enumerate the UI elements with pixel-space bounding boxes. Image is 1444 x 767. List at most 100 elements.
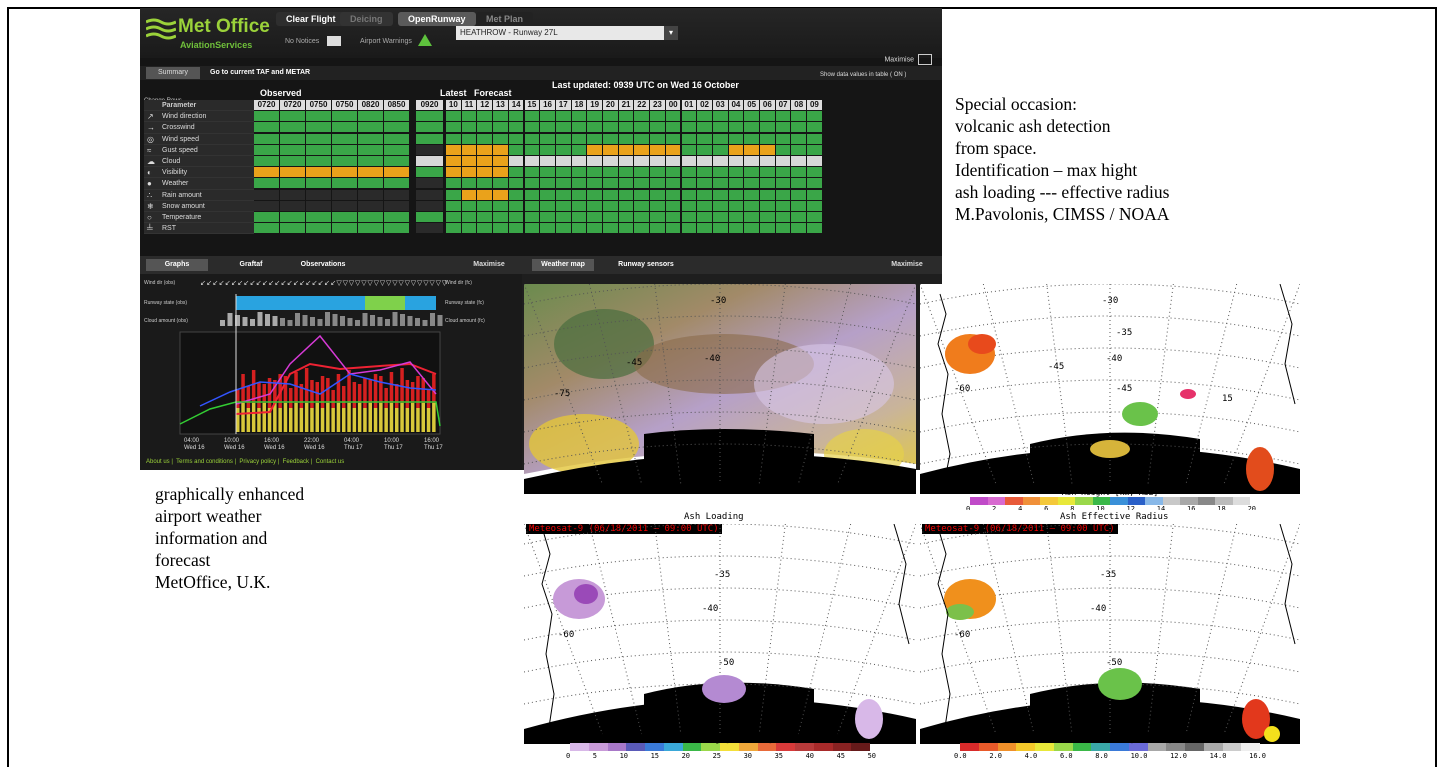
- parameter-row[interactable]: ↗ Wind direction: [144, 111, 254, 123]
- colorbar-segment: [1072, 743, 1092, 751]
- forecast-cell: [618, 189, 634, 200]
- forecast-cell: [446, 144, 461, 155]
- wind-arrows: ↙ ↙ ↙ ↙ ↙ ↙ ↙ ↙ ↙ ↙ ↙ ↙ ↙ ↙ ↙ ↙ ↙ ↙ ↙ ↙ ↙ ↙ ▽ ▽ ▽ ▽ ▽ ▽ ▽ ▽ ▽ ▽ ▽ ▽ ▽ ▽ ▽ ▽ ▽ ▽: [200, 280, 448, 287]
- tab-observations[interactable]: Observations: [300, 261, 346, 268]
- forecast-cell: [681, 156, 697, 166]
- tab-deicing[interactable]: Deicing: [340, 12, 393, 26]
- tab-openrunway[interactable]: OpenRunway: [398, 12, 476, 26]
- forecast-cell: [555, 156, 571, 166]
- maximise-graphs-button[interactable]: Maximise: [473, 261, 505, 268]
- parameter-row[interactable]: → Crosswind: [144, 122, 254, 134]
- colorbar-segment: [832, 743, 852, 751]
- observed-cell: [358, 200, 383, 211]
- forecast-cell: [697, 133, 712, 144]
- footer-contact[interactable]: Contact us: [315, 459, 345, 465]
- gust-bar: [257, 382, 261, 408]
- colorbar-tick-label: 8: [1070, 505, 1075, 510]
- tab-clear-flight[interactable]: Clear Flight: [276, 12, 346, 26]
- cloud-bar: [415, 318, 420, 326]
- observed-cell: [332, 200, 357, 211]
- chevron-down-icon: ▾: [664, 26, 678, 40]
- forecast-cell: [587, 122, 602, 133]
- observed-cell: [358, 144, 383, 155]
- footer-terms[interactable]: Terms and conditions: [176, 459, 233, 465]
- parameter-label: Crosswind: [162, 124, 195, 132]
- gust-bar: [299, 384, 304, 408]
- longitude-line: [982, 524, 1035, 735]
- wind-arrow-icon: ▽: [423, 280, 429, 287]
- gust-bar: [342, 386, 346, 408]
- tab-summary[interactable]: Summary: [146, 67, 200, 79]
- forecast-cell: [697, 178, 712, 189]
- forecast-cell: [477, 200, 493, 211]
- observed-cell: [254, 167, 279, 178]
- forecast-cell: [775, 189, 791, 200]
- tab-graphs[interactable]: Graphs: [146, 259, 208, 271]
- observed-cell: [384, 189, 409, 200]
- forecast-cell: [603, 144, 618, 155]
- maximise-map-button[interactable]: Maximise: [891, 261, 923, 268]
- warning-triangle-icon[interactable]: [418, 34, 432, 46]
- colorbar-tick-label: 45: [836, 752, 845, 760]
- gust-bar: [384, 388, 388, 408]
- forecast-cell: [571, 133, 587, 144]
- observed-cell: [358, 223, 383, 234]
- observed-heading: Observed: [260, 88, 302, 98]
- ash-loading-colorbar: [570, 743, 870, 751]
- go-to-taf-link[interactable]: Go to current TAF and METAR: [210, 69, 311, 76]
- colorbar-segment: [1222, 743, 1242, 751]
- runway-select[interactable]: HEATHROW - Runway 27L ▾: [456, 26, 678, 40]
- parameter-row[interactable]: ≈ Gust speed: [144, 145, 254, 156]
- footer-about[interactable]: About us: [146, 459, 170, 465]
- parameter-row[interactable]: ◐ Visibility: [144, 167, 254, 179]
- parameter-label: Snow amount: [162, 202, 205, 210]
- observed-cell: [306, 212, 331, 222]
- forecast-cell: [728, 167, 744, 178]
- ash-radius-colorbar: [960, 743, 1260, 751]
- ash-radius-stamp: Meteosat-9 (06/18/2011 – 09:00 UTC): [922, 524, 1118, 534]
- forecast-cell: [477, 144, 493, 155]
- observed-cell: [358, 189, 383, 200]
- longitude-line: [1046, 524, 1073, 735]
- tab-met-plan[interactable]: Met Plan: [476, 12, 534, 26]
- tab-weather-map[interactable]: Weather map: [532, 259, 594, 271]
- forecast-cell: [524, 144, 540, 155]
- lat-label: -40: [702, 604, 719, 614]
- tab-runway-sensors[interactable]: Runway sensors: [618, 261, 674, 268]
- forecast-cell: [555, 189, 571, 200]
- tab-graftaf[interactable]: Graftaf: [239, 261, 263, 268]
- maximise-button-top[interactable]: Maximise: [884, 54, 932, 65]
- colorbar-segment: [1016, 743, 1035, 751]
- footer-privacy[interactable]: Privacy policy: [239, 459, 277, 465]
- gust-bars: [236, 368, 436, 432]
- footer-feedback[interactable]: Feedback: [282, 459, 310, 465]
- forecast-cell: [744, 223, 759, 234]
- parameter-row[interactable]: ╧ RST: [144, 223, 254, 235]
- wind-speed-icon: ◎: [147, 134, 154, 144]
- forecast-cell: [650, 223, 665, 234]
- forecast-hour-header: 06: [760, 100, 775, 110]
- temperature-line: [235, 362, 437, 415]
- parameter-row[interactable]: ● Weather: [144, 178, 254, 190]
- parameter-row[interactable]: ☁ Cloud: [144, 156, 254, 168]
- forecast-cell: [807, 156, 822, 166]
- wind-bar: [251, 403, 256, 432]
- mail-icon[interactable]: [327, 36, 341, 46]
- gust-bar: [331, 390, 335, 408]
- gust-bar: [432, 374, 436, 403]
- forecast-cell: [728, 212, 744, 222]
- show-data-toggle[interactable]: Show data values in table ( ON ): [820, 72, 907, 78]
- colorbar-segment: [795, 743, 814, 751]
- parameter-row[interactable]: ○ Temperature: [144, 212, 254, 224]
- ash-loading-map: [524, 524, 916, 744]
- parameter-row[interactable]: ◎ Wind speed: [144, 134, 254, 145]
- parameter-row[interactable]: ∴ Rain amount: [144, 190, 254, 201]
- forecast-cell: [791, 178, 807, 189]
- gust-bar: [236, 390, 240, 408]
- parameter-row[interactable]: ❄ Snow amount: [144, 201, 254, 212]
- observed-cell: [384, 178, 409, 189]
- forecast-cell: [493, 189, 508, 200]
- forecast-cell: [650, 189, 665, 200]
- forecast-cell: [493, 122, 508, 133]
- lat-label: -60: [558, 630, 575, 640]
